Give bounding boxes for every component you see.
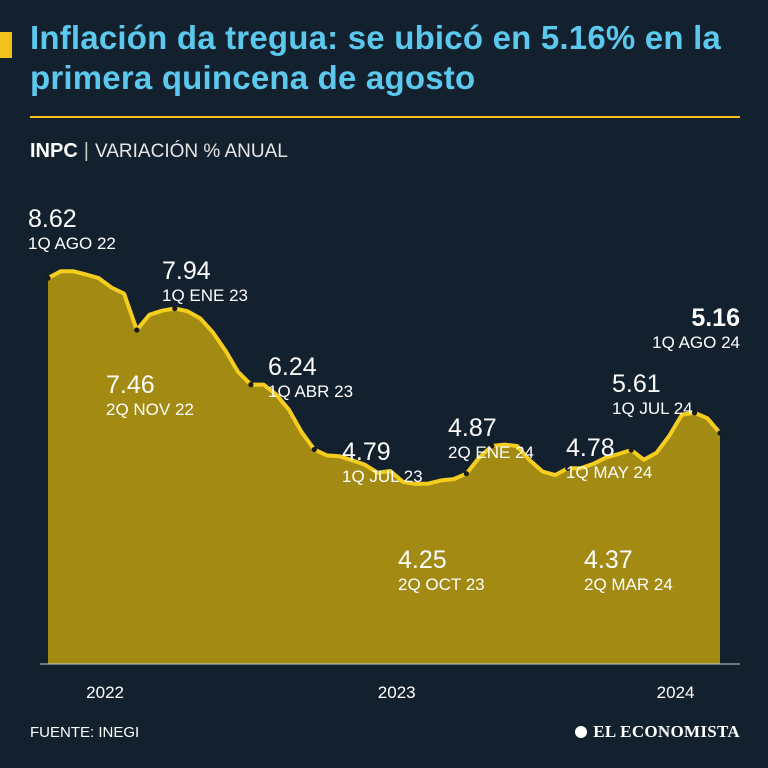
brand-logo: EL ECONOMISTA [575, 722, 740, 742]
data-point-marker [628, 447, 634, 453]
subtitle-measure: VARIACIÓN % ANUAL [95, 141, 288, 162]
annotation-period: 1Q AGO 22 [28, 234, 116, 253]
data-point-marker [248, 382, 254, 388]
subtitle-indicator: INPC [30, 140, 78, 162]
annotation-period: 1Q AGO 24 [652, 333, 740, 352]
annotation-period: 1Q JUL 23 [342, 467, 423, 486]
annotation-period: 1Q MAY 24 [566, 463, 652, 482]
annotation-value: 5.61 [612, 370, 661, 398]
data-point-marker [172, 305, 178, 312]
data-point-marker [692, 410, 698, 416]
x-tick-label: 2023 [378, 683, 416, 702]
annotation-value: 6.24 [268, 353, 317, 381]
area-fill [48, 271, 720, 664]
data-point-marker [463, 471, 469, 477]
annotation-period: 2Q MAR 24 [584, 575, 673, 594]
x-tick-label: 2022 [86, 683, 124, 702]
series-line [46, 269, 722, 486]
annotation-period: 2Q OCT 23 [398, 575, 485, 594]
annotation-value: 5.16 [691, 304, 740, 332]
annotation-value: 7.46 [106, 371, 155, 399]
annotation-value: 4.37 [584, 546, 633, 574]
annotation-value: 4.79 [342, 438, 391, 466]
annotation-value: 4.78 [566, 434, 615, 462]
data-point-marker [489, 443, 495, 449]
chart-subtitle: INPC | VARIACIÓN % ANUAL [30, 140, 288, 163]
x-tick-label: 2024 [657, 683, 695, 702]
annotation-value: 7.94 [162, 257, 211, 285]
annotation-value: 8.62 [28, 205, 77, 233]
annotation-period: 1Q ENE 23 [162, 286, 248, 305]
data-point-marker [45, 275, 51, 281]
annotation-period: 2Q ENE 24 [448, 443, 534, 462]
title-accent-bar [0, 32, 12, 58]
title-divider [30, 116, 740, 118]
page-title: Inflación da tregua: se ubicó en 5.16% e… [30, 19, 721, 96]
data-point-marker [311, 446, 317, 453]
annotation-period: 1Q JUL 24 [612, 399, 693, 418]
data-point-marker [565, 465, 571, 471]
annotation-period: 1Q ABR 23 [268, 382, 353, 401]
data-point-marker [717, 430, 723, 436]
data-point-marker [134, 327, 140, 333]
source-credit: FUENTE: INEGI [30, 724, 140, 741]
annotation-value: 4.87 [448, 414, 497, 442]
subtitle-separator: | [83, 140, 89, 162]
annotation-value: 4.25 [398, 546, 447, 574]
brand-bullet-icon [575, 726, 588, 738]
brand-name: EL ECONOMISTA [593, 722, 740, 741]
annotation-period: 2Q NOV 22 [106, 400, 194, 419]
x-axis-ticks: 2022 2023 2024 [86, 683, 694, 702]
